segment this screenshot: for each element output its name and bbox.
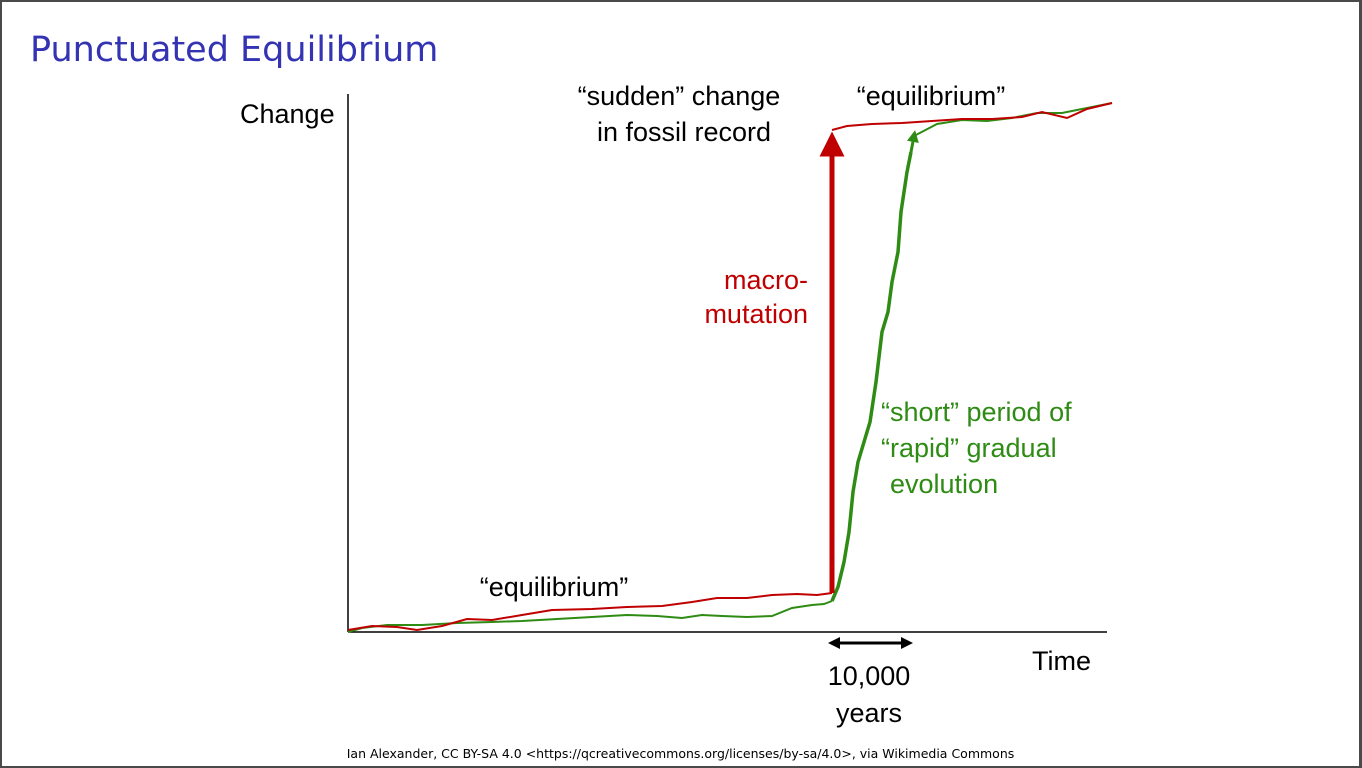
punctuated-curve-stasis (347, 592, 833, 632)
short-period-label-line-1: “short” period of (881, 397, 1072, 427)
short-period-label-line-3: evolution (890, 469, 998, 499)
punctuated-curve-plateau (831, 102, 1113, 131)
gradual-evolution-curve (347, 600, 833, 633)
sudden-change-label-line-2: in fossil record (597, 117, 771, 147)
duration-label-line-2: years (836, 698, 902, 728)
short-period-label-line-2: “rapid” gradual (881, 433, 1057, 463)
x-axis-label: Time (1032, 646, 1091, 676)
macro-mutation-label-line-1: macro- (724, 265, 808, 295)
equilibrium-bottom-label: “equilibrium” (480, 572, 629, 602)
attribution-credit: Ian Alexander, CC BY-SA 4.0 <https://qcr… (346, 746, 1015, 761)
gradual-evolution-rise-arrowhead (906, 130, 919, 153)
macro-mutation-label-line-2: mutation (704, 299, 808, 329)
y-axis-label: Change (240, 99, 335, 129)
sudden-change-label-line-1: “sudden” change (578, 81, 781, 111)
equilibrium-top-label: “equilibrium” (857, 81, 1006, 111)
gradual-evolution-rise (830, 151, 913, 602)
duration-label-line-1: 10,000 (828, 661, 911, 691)
slide-title: Punctuated Equilibrium (30, 30, 439, 70)
